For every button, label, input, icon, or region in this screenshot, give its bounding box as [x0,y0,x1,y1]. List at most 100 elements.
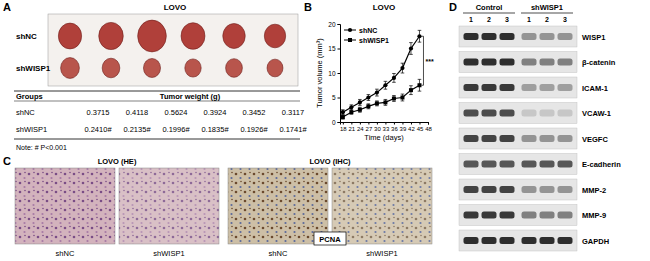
protein-label: WISP1 [582,33,605,42]
protein-label: MMP-9 [582,211,606,220]
y-tick-label: 10 [328,70,336,77]
y-tick-label: 20 [328,21,336,28]
tumor [138,20,167,52]
x-tick-label: 42 [408,126,415,132]
band [522,110,537,117]
series-line [343,36,420,112]
note: Note: # P<0.001 [16,144,67,151]
panel-label: B [304,1,312,13]
band [522,59,537,66]
protein-label: MMP-2 [582,186,606,195]
significance-bracket [421,36,423,85]
y-tick-mark [338,24,341,25]
marker [400,96,404,100]
band [522,186,537,193]
y-axis-line [338,25,341,123]
band [558,59,573,66]
blot-strip [459,154,577,175]
band [522,161,537,168]
error-bar-cap [384,99,388,100]
error-bar-cap [401,94,405,95]
band [482,33,497,40]
band [540,33,555,40]
table-cell: 0.1996# [162,125,190,134]
band [540,212,555,219]
x-tick-label: 30 [374,126,381,132]
figure: ABCDLOVOshNCshWISP1GroupsTumor weight (g… [0,0,650,261]
y-tick: 5 [332,94,340,101]
band [500,237,515,244]
band [500,110,515,117]
protein-label: E-cadherin [582,160,621,169]
marker [409,88,413,92]
band [540,237,555,244]
tumor [143,59,160,78]
marker [392,76,396,80]
band [500,212,515,219]
band [464,186,479,193]
marker [375,101,379,105]
error-bar-cap [358,112,362,113]
error-bar [418,30,422,42]
group-rule [521,13,573,14]
micrograph [15,168,115,244]
error-bar-cap [358,99,362,100]
panel-a: LOVOshNCshWISP1GroupsTumor weight (g)shN… [14,3,307,151]
table-cell: 0.5624 [165,108,188,117]
y-tick-mark [338,49,341,50]
protein-label: ICAM-1 [582,84,608,93]
y-tick-label: 0 [332,119,336,126]
tumor [99,22,124,49]
micrograph [332,168,432,244]
y-tick-mark [338,73,341,74]
error-bar [350,105,354,110]
marker [358,108,362,112]
panel-label: A [3,1,11,13]
table-cell: 0.2135# [123,125,151,134]
error-bar-cap [401,73,405,74]
x-tick-label: 39 [400,126,407,132]
marker [409,46,413,50]
error-bar [341,110,345,115]
band [558,84,573,91]
error-bar-cap [375,96,379,97]
protein-label: VCAW-1 [582,109,611,118]
marker [358,100,362,104]
error-bar-cap [367,94,371,95]
protein-label: β-catenin [582,58,616,67]
band [558,135,573,142]
x-axis-title: Time (days) [364,133,404,142]
table-cell: 0.3452 [243,108,266,117]
x-tick-mark [368,122,369,125]
x-tick: 21 [349,122,356,132]
tumor [185,59,201,77]
group-label: shNC [56,249,75,258]
chart-title: LOVO [373,3,396,12]
band [540,110,555,117]
legend-marker [348,38,352,42]
band [558,161,573,168]
plot-area [341,30,422,119]
tumor [223,24,245,49]
band [540,135,555,142]
marker [417,34,421,38]
error-bar-cap [418,91,422,92]
x-tick: 42 [408,122,415,132]
error-bar [409,43,413,55]
error-bar-cap [384,105,388,106]
error-bar [367,95,371,101]
y-tick-label: 15 [328,45,336,52]
error-bar [358,99,362,105]
band [558,110,573,117]
band [558,33,573,40]
band [522,84,537,91]
blot-strip [459,26,577,47]
error-bar [341,115,345,119]
band [540,161,555,168]
y-tick: 0 [332,119,340,126]
table-cell: 0.3715 [87,108,110,117]
x-tick: 30 [374,122,381,132]
error-bar-cap [392,101,396,102]
x-tick-mark [385,122,386,125]
x-tick-label: 48 [425,126,432,132]
